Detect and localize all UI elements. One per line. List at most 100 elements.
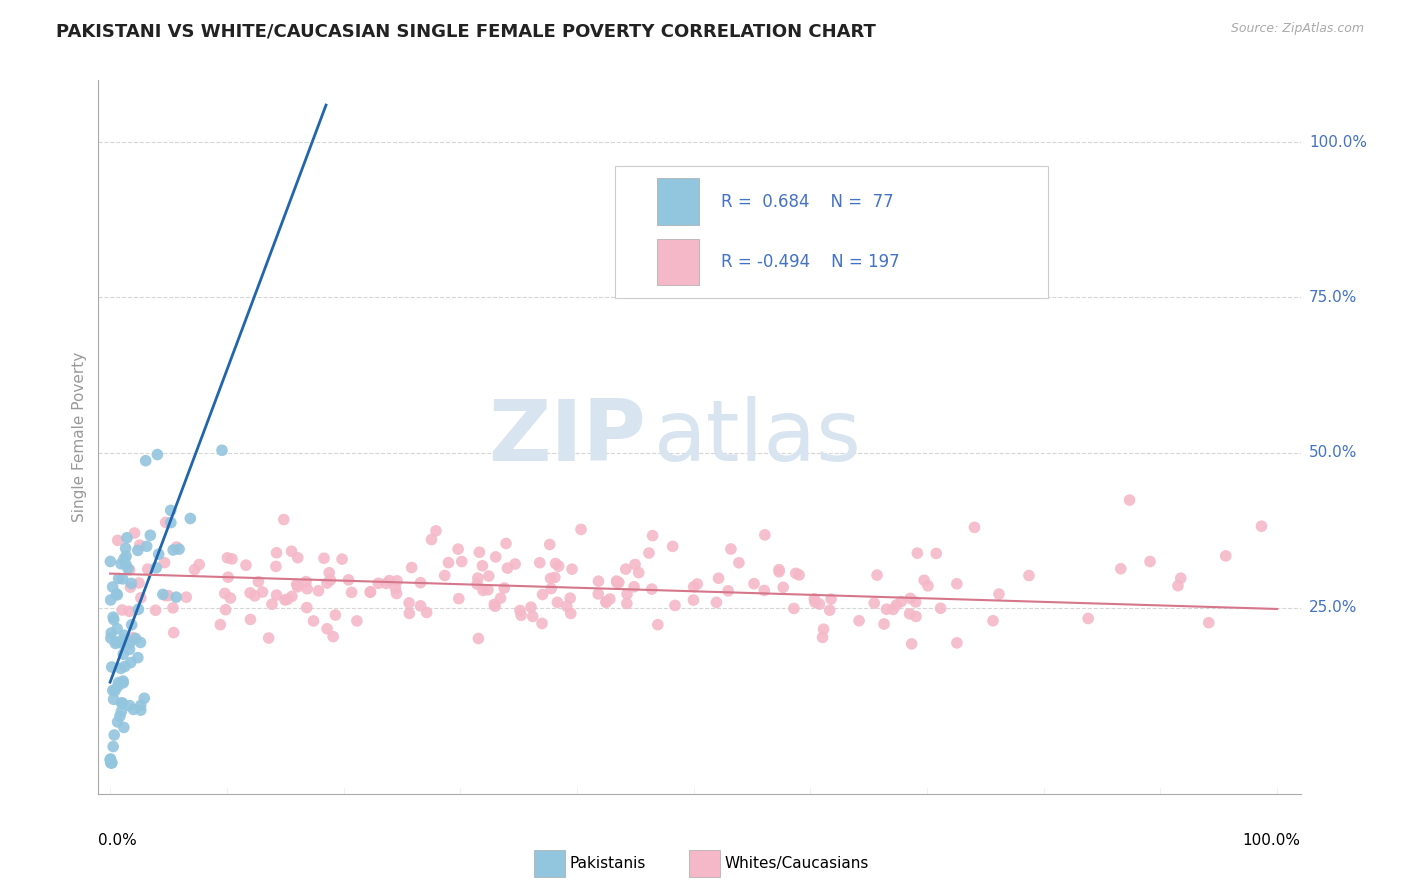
Point [112,673,135,688]
Point [118,636,141,650]
Point [295,600,318,615]
Point [641,582,664,596]
Point [1139,555,1161,569]
Point [866,568,889,582]
Point [398,596,420,610]
Point [624,558,647,572]
Text: 100.0%: 100.0% [1243,833,1301,848]
Point [489,591,512,606]
Point [503,557,526,571]
Point [477,582,499,597]
Point [409,599,432,613]
Point [586,587,609,601]
Point [873,617,896,632]
Point [450,555,472,569]
Point [616,597,638,611]
Point [312,551,335,566]
Point [325,607,347,622]
Point [804,595,827,609]
Point [316,622,339,636]
Point [682,580,704,594]
Point [266,546,288,560]
Point [772,580,794,594]
Point [209,617,232,632]
Point [115,549,138,563]
Point [295,582,318,596]
Point [409,575,432,590]
Point [905,546,928,560]
Point [107,679,129,693]
Point [110,661,132,675]
Point [127,602,149,616]
Point [1109,562,1132,576]
Point [467,632,489,646]
Y-axis label: Single Female Poverty: Single Female Poverty [72,352,87,522]
Point [472,583,495,598]
Point [219,591,242,605]
Point [120,580,142,594]
Text: 0.0%: 0.0% [98,833,138,848]
Point [111,696,134,710]
Point [103,692,125,706]
Point [179,511,201,525]
Point [105,635,128,649]
Point [560,591,582,606]
Point [118,698,141,713]
Point [415,606,437,620]
Point [112,647,135,661]
Point [367,576,389,591]
Point [100,660,122,674]
Point [385,574,408,588]
Point [783,601,806,615]
Point [118,642,141,657]
Point [157,589,180,603]
Point [606,575,628,590]
Point [471,558,494,573]
Point [100,631,122,645]
Point [118,604,141,618]
Point [1198,615,1220,630]
Point [425,524,447,538]
Point [117,561,139,575]
Point [616,587,638,601]
Point [560,607,582,621]
Point [101,610,124,624]
Point [252,585,274,599]
Point [103,728,125,742]
Point [811,631,834,645]
Point [595,595,617,609]
Point [129,698,152,713]
Point [139,528,162,542]
Point [346,614,368,628]
Point [496,561,519,575]
Point [890,594,912,608]
Point [105,622,128,636]
Point [787,568,810,582]
Point [588,574,610,589]
Point [707,571,730,585]
Point [135,539,157,553]
Point [167,542,190,557]
Point [136,562,159,576]
Text: 100.0%: 100.0% [1309,135,1367,150]
Point [295,574,318,589]
Point [569,523,592,537]
Point [531,616,554,631]
Point [155,589,177,603]
Point [384,581,406,595]
Point [555,599,578,614]
Point [808,597,831,611]
Point [155,516,177,530]
Point [105,588,128,602]
Point [105,587,128,601]
Point [114,557,136,571]
Point [217,550,239,565]
Point [134,691,156,706]
Point [898,591,921,606]
Point [401,560,423,574]
Point [638,546,661,560]
Point [101,580,124,594]
Point [160,516,183,530]
Point [111,572,134,586]
Point [148,547,170,561]
